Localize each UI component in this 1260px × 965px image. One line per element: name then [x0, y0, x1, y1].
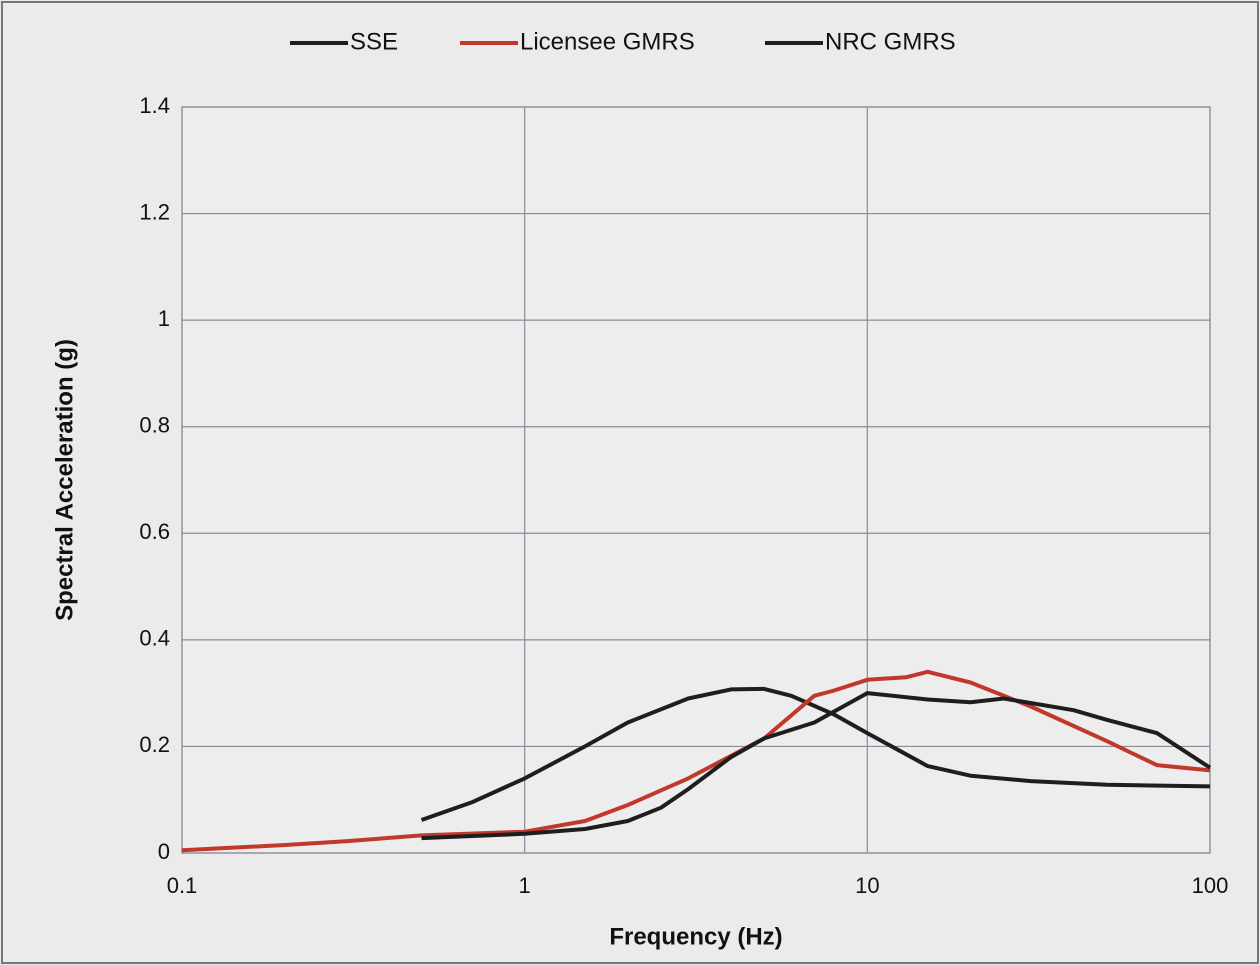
y-tick-label: 1.4 [139, 93, 170, 118]
y-tick-label: 1 [158, 306, 170, 331]
y-tick-label: 0 [158, 839, 170, 864]
y-axis-label: Spectral Acceleration (g) [51, 339, 78, 621]
line-series [421, 691, 1212, 841]
line-series [181, 669, 1211, 853]
y-tick-label: 0.6 [139, 519, 170, 544]
plot-area [182, 107, 1210, 853]
y-tick-label: 0.8 [139, 413, 170, 438]
legend-label: SSE [350, 28, 398, 55]
x-axis-label: Frequency (Hz) [609, 923, 782, 950]
y-tick-label: 0.4 [139, 626, 170, 651]
x-tick-label: 1 [519, 873, 531, 898]
plot-border [181, 106, 1211, 854]
y-tick-label: 0.2 [139, 732, 170, 757]
x-tick-label: 10 [855, 873, 879, 898]
legend-label: NRC GMRS [825, 28, 956, 55]
line-series [420, 686, 1211, 822]
y-tick-label: 1.2 [139, 199, 170, 224]
legend-label: Licensee GMRS [520, 28, 695, 55]
x-tick-label: 100 [1192, 873, 1229, 898]
x-tick-label: 0.1 [167, 873, 198, 898]
